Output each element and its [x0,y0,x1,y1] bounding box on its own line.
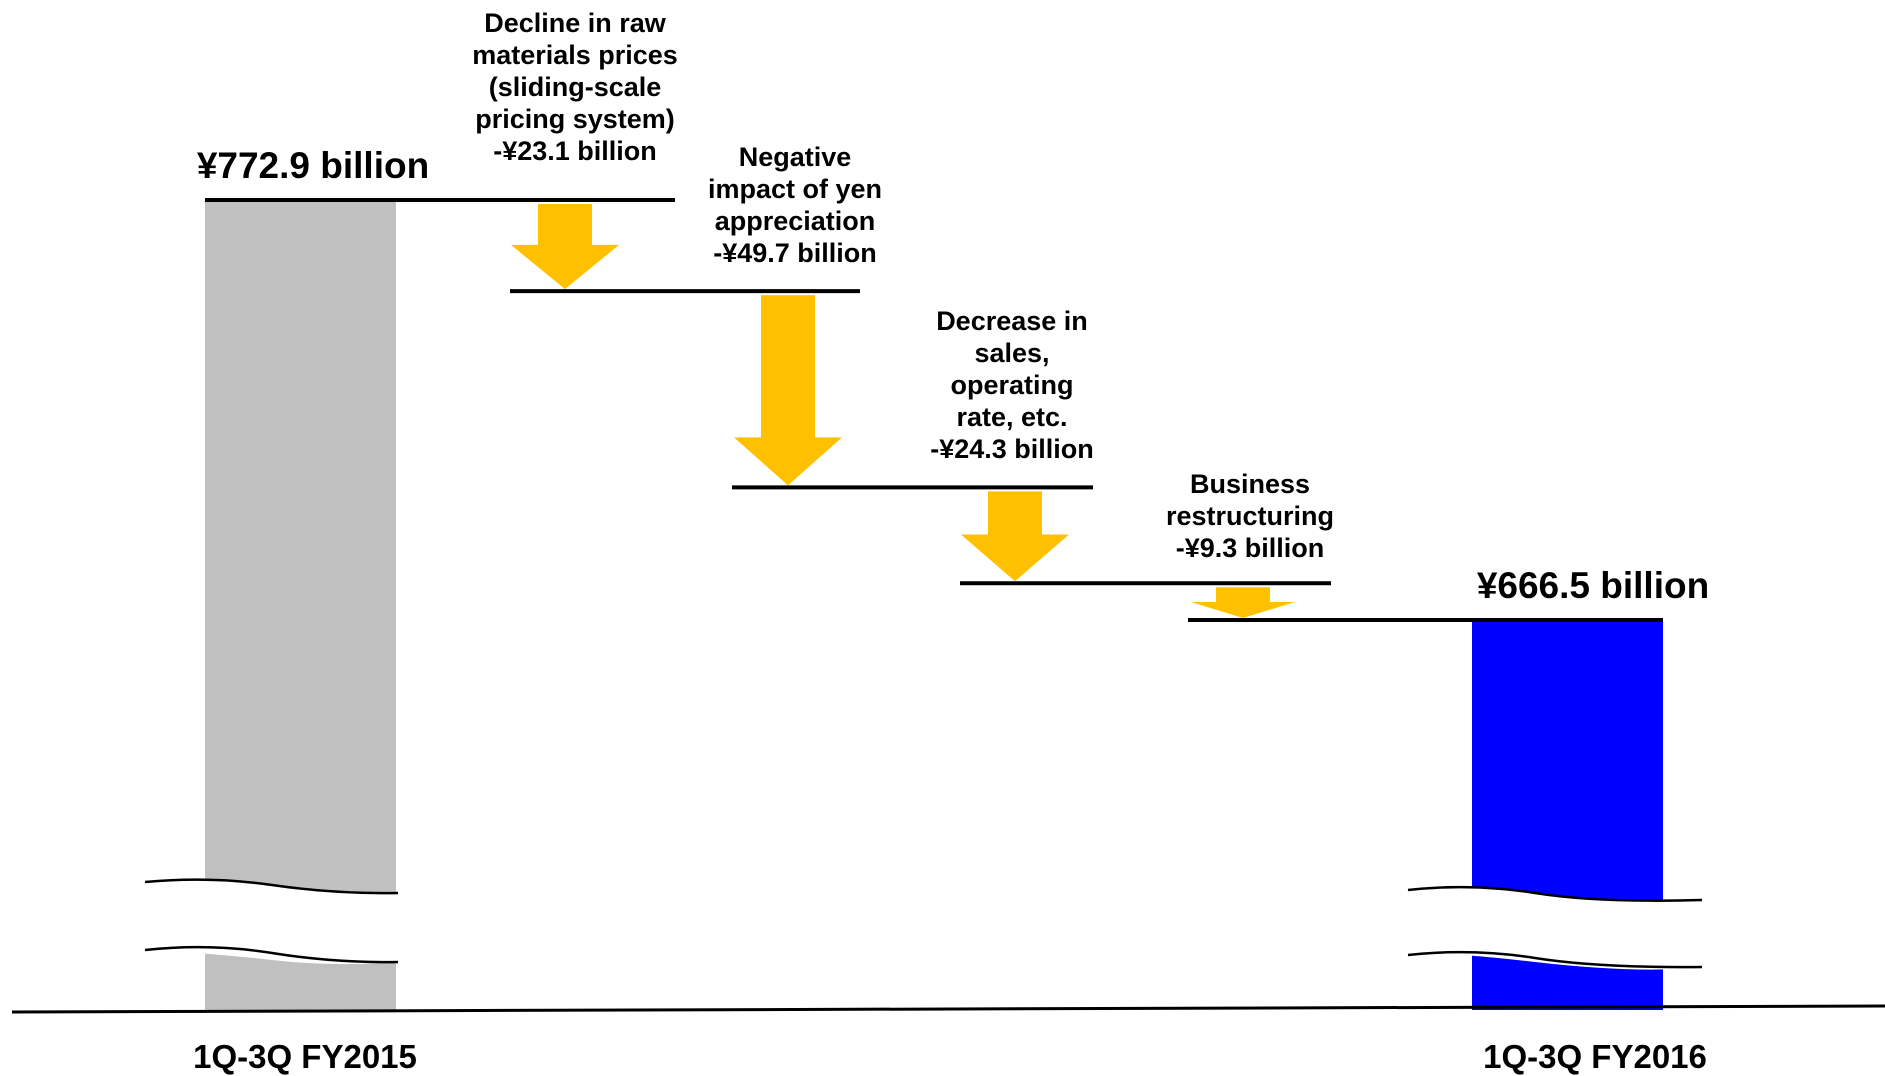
axis-break-fy2016 [1407,885,1703,970]
step-label-line: materials prices [472,40,678,70]
category-label-fy2016: 1Q-3Q FY2016 [1483,1038,1707,1075]
step-label-line: appreciation [715,206,876,236]
step-label-line: -¥49.7 billion [713,238,877,268]
step-label-line: Business [1190,469,1310,499]
decrease-arrow [734,295,842,486]
step-label-line: (sliding-scale [489,72,662,102]
step-label-line: impact of yen [708,174,882,204]
step-label-line: Negative [739,142,852,172]
decrease-arrow [961,491,1069,582]
step-label-line: rate, etc. [956,402,1067,432]
step-label-line: operating [950,370,1073,400]
step-label-line: -¥23.1 billion [493,136,657,166]
step-label-line: Decline in raw [484,8,667,38]
step-label-line: -¥24.3 billion [930,434,1094,464]
decrease-arrow [511,204,619,290]
step-label-line: pricing system) [475,104,675,134]
decrease-arrow [1191,587,1295,618]
step-label-line: sales, [974,338,1049,368]
decrease-arrows [511,204,1295,618]
step-label-line: restructuring [1166,501,1334,531]
axis-break-fy2015 [144,878,399,965]
total-label-fy2015: ¥772.9 billion [197,145,429,186]
step-label-line: Decrease in [936,306,1088,336]
total-label-fy2016: ¥666.5 billion [1477,565,1709,606]
category-label-fy2015: 1Q-3Q FY2015 [193,1038,417,1075]
step-label-line: -¥9.3 billion [1176,533,1325,563]
baseline [11,1004,1885,1014]
level-lines [205,198,1663,622]
bar-fy2015 [205,200,396,1010]
